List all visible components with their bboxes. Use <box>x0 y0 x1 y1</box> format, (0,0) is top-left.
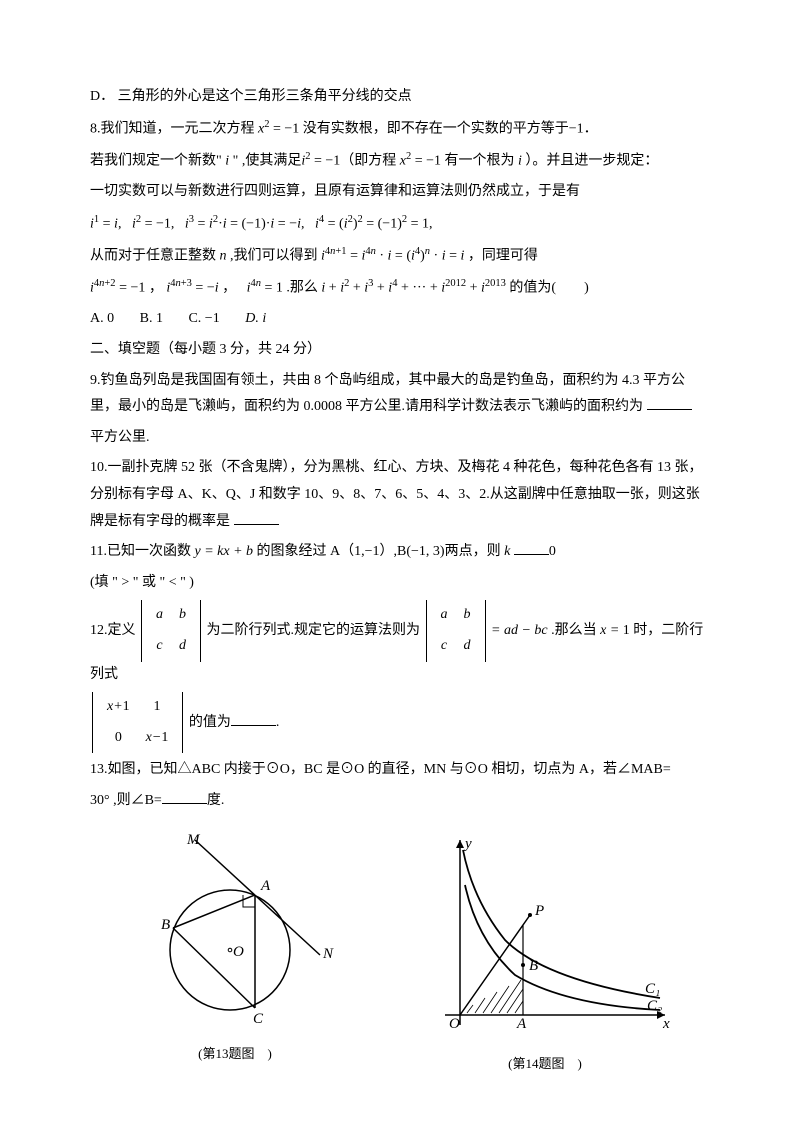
det1: abcd <box>141 600 201 661</box>
fig13-label: (第13题图 ) <box>125 1042 345 1067</box>
blank-q13 <box>162 789 207 804</box>
svg-text:M: M <box>186 832 201 848</box>
option-d-line: D． 三角形的外心是这个三角形三条角平分线的交点 <box>90 84 710 111</box>
svg-text:x: x <box>662 1016 670 1032</box>
q11-hint: (填 " > " 或 " < " ) <box>90 570 710 597</box>
q8-options: A. 0 B. 1 C. −1 D. i <box>90 306 710 333</box>
q8-line3: 一切实数可以与新数进行四则运算，且原有运算律和运算法则仍然成立，于是有 <box>90 179 710 206</box>
q8-l5-a: 从而对于任意正整数 <box>90 249 216 264</box>
figure-14: y x O A B P C₁ C₂ (第14题图 ) <box>415 830 675 1077</box>
svg-text:C₂: C₂ <box>647 998 662 1014</box>
blank-q10 <box>234 510 279 525</box>
q8-l5-c: ，同理可得 <box>468 249 538 264</box>
q8-line5: 从而对于任意正整数 n ,我们可以得到 i4n+1 = i4n · i = (i… <box>90 242 710 270</box>
svg-text:y: y <box>463 836 472 852</box>
fig14-label: (第14题图 ) <box>415 1052 675 1077</box>
q8-line6: i4n+2 = −1 ， i4n+3 = −i ， i4n = 1 .那么 i … <box>90 274 710 302</box>
q8-l2-b: " ,使其满足 <box>233 154 302 169</box>
q13: 13.如图，已知△ABC 内接于⊙O，BC 是⊙O 的直径，MN 与⊙O 相切，… <box>90 757 710 784</box>
opt-d: D. i <box>245 311 266 326</box>
figures-row: M B A N O C (第13题图 ) <box>90 830 710 1077</box>
svg-text:A: A <box>516 1016 527 1032</box>
det2: abcd <box>426 600 486 661</box>
section-2-title: 二、填空题（每小题 3 分，共 24 分） <box>90 337 710 364</box>
q8-l1-c: ． <box>584 121 598 136</box>
det3: x+110x−1 <box>92 692 183 753</box>
q11: 11.已知一次函数 y = kx + b 的图象经过 A（1,−1）,B(−1,… <box>90 539 710 566</box>
blank-q9 <box>647 395 692 410</box>
q8-l2-e: ）。并且进一步规定： <box>525 154 658 169</box>
svg-text:O: O <box>449 1016 460 1032</box>
blank-q11 <box>514 540 549 555</box>
q8-line4: i1 = i, i2 = −1, i3 = i2·i = (−1)·i = −i… <box>90 210 710 238</box>
svg-text:C₁: C₁ <box>645 981 660 997</box>
svg-text:O: O <box>233 944 244 960</box>
svg-text:C: C <box>253 1011 264 1027</box>
svg-text:B: B <box>161 917 170 933</box>
q12: 12.定义 abcd 为二阶行列式.规定它的运算法则为 abcd = ad − … <box>90 600 710 688</box>
figure-13: M B A N O C (第13题图 ) <box>125 830 345 1077</box>
q8-line1: 8.我们知道，一元二次方程 x2 = −1 没有实数根，即不存在一个实数的平方等… <box>90 115 710 143</box>
q8-l1-b: 没有实数根，即不存在一个实数的平方等于 <box>303 121 569 136</box>
opt-c: C. −1 <box>188 311 219 326</box>
q8-l2-d: 有一个根为 <box>445 154 515 169</box>
svg-text:A: A <box>260 878 271 894</box>
opt-a: A. 0 <box>90 311 114 326</box>
q12-det3: x+110x−1 的值为. <box>90 692 710 753</box>
q8-l5-b: ,我们可以得到 <box>230 249 318 264</box>
q9: 9.钓鱼岛列岛是我国固有领土，共由 8 个岛屿组成，其中最大的岛是钓鱼岛，面积约… <box>90 368 710 421</box>
q8-l1-a: 8.我们知道，一元二次方程 <box>90 121 255 136</box>
svg-text:N: N <box>322 946 334 962</box>
q13b: 30° ,则∠B=度. <box>90 788 710 815</box>
svg-text:B: B <box>529 958 538 974</box>
blank-q12 <box>231 711 276 726</box>
q9-unit: 平方公里. <box>90 425 710 452</box>
svg-text:P: P <box>534 903 544 919</box>
q8-line2: 若我们规定一个新数" i " ,使其满足i2 = −1（即方程 x2 = −1 … <box>90 147 710 175</box>
q8-l2-c: （即方程 <box>340 154 396 169</box>
q8-l2-a: 若我们规定一个新数" <box>90 154 222 169</box>
opt-b: B. 1 <box>140 311 163 326</box>
q10: 10.一副扑克牌 52 张（不含鬼牌），分为黑桃、红心、方块、及梅花 4 种花色… <box>90 455 710 535</box>
